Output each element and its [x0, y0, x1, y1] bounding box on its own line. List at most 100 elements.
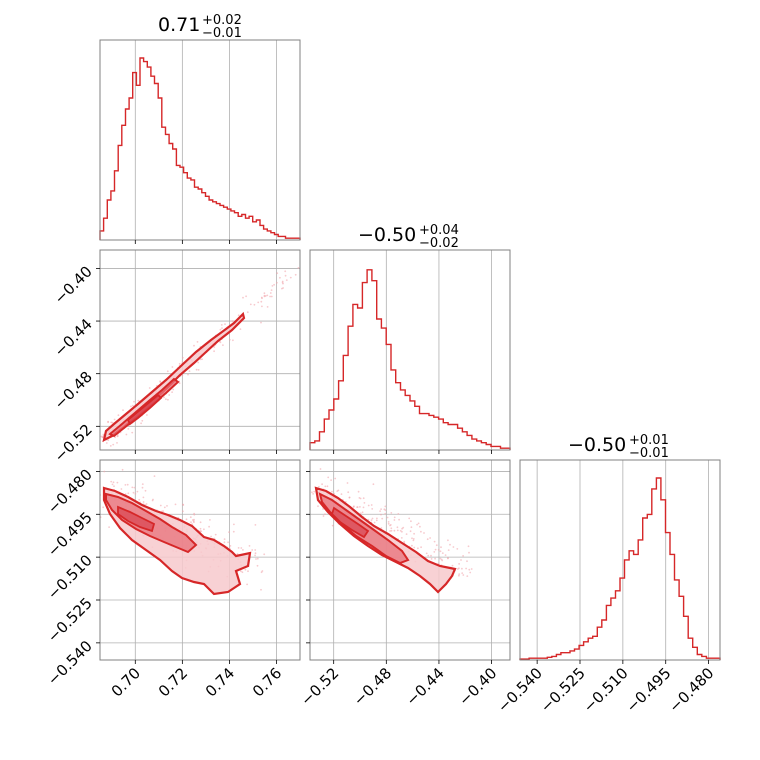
sample-point [144, 489, 147, 492]
sample-point [251, 549, 254, 551]
sample-point [397, 513, 400, 515]
sample-point [263, 294, 266, 297]
x-tick-label: −0.495 [623, 664, 675, 716]
sample-point [117, 414, 120, 417]
sample-point [352, 506, 355, 508]
sample-point [405, 533, 408, 535]
sample-point [185, 518, 188, 521]
sample-point [389, 530, 391, 532]
sample-point [232, 339, 234, 342]
sample-point [107, 420, 109, 423]
panel-param2-vs-param0 [100, 468, 266, 596]
sample-point [260, 300, 263, 303]
sample-point [313, 490, 316, 493]
sample-point [449, 543, 451, 546]
sample-point [387, 521, 390, 523]
sample-point [458, 574, 460, 577]
sample-point [181, 374, 184, 377]
sample-point [271, 285, 274, 287]
title-0-upper: +0.02 [202, 13, 242, 28]
sample-point [370, 519, 373, 521]
sample-point [440, 546, 442, 549]
sample-point [411, 544, 413, 547]
y-tick-label: −0.540 [44, 637, 96, 689]
sample-point [458, 573, 461, 575]
sample-point [430, 558, 433, 560]
sample-point [260, 321, 262, 324]
sample-point [182, 510, 184, 513]
sample-point [126, 483, 129, 486]
sample-point [427, 554, 430, 557]
sample-point [322, 515, 325, 517]
sample-point [359, 506, 361, 508]
sample-point [423, 532, 425, 534]
sample-point [208, 525, 211, 528]
sample-point [248, 545, 251, 547]
sample-point [441, 552, 444, 554]
sample-point [199, 527, 202, 530]
sample-point [141, 486, 144, 489]
sample-point [384, 512, 387, 515]
sample-point [269, 292, 272, 294]
title-1-lower: −0.02 [419, 236, 459, 251]
sample-point [371, 508, 374, 510]
sample-point [254, 554, 256, 557]
sample-point [241, 571, 244, 574]
sample-point [420, 546, 422, 549]
sample-point [456, 568, 459, 570]
sample-point [425, 552, 428, 555]
sample-point [187, 373, 189, 376]
sample-point [253, 303, 256, 306]
sample-point [188, 370, 191, 372]
sample-point [318, 485, 320, 488]
sample-point [125, 433, 128, 436]
sample-point [141, 419, 144, 422]
y-tick-label: −0.495 [44, 508, 96, 560]
x-tick-label: 0.76 [249, 664, 285, 700]
sample-point [193, 518, 195, 521]
sample-point [254, 524, 257, 526]
sample-point [276, 272, 279, 275]
sample-point [399, 529, 402, 532]
sample-point [117, 435, 119, 437]
sample-point [469, 571, 472, 574]
sample-point [456, 548, 459, 550]
sample-point [356, 506, 358, 508]
sample-point [439, 557, 442, 560]
sample-point [110, 480, 113, 483]
sample-point [214, 533, 217, 536]
sample-point [330, 479, 332, 481]
sample-point [166, 505, 168, 507]
sample-point [270, 289, 273, 291]
sample-point [281, 281, 284, 284]
sample-point [244, 568, 247, 571]
contour-inner-2-1 [330, 506, 370, 539]
sample-point [398, 518, 400, 521]
sample-point [426, 538, 429, 541]
sample-point [168, 394, 171, 396]
sample-point [411, 537, 413, 540]
sample-point [165, 398, 167, 401]
sample-point [172, 388, 175, 391]
sample-point [285, 279, 288, 281]
sample-point [263, 292, 266, 295]
sample-point [237, 314, 240, 317]
sample-point [245, 295, 248, 298]
x-tick-label: −0.525 [537, 664, 589, 716]
sample-point [409, 530, 412, 533]
sample-point [429, 537, 431, 539]
sample-point [120, 488, 123, 490]
sample-point [297, 267, 300, 269]
sample-point [336, 490, 339, 492]
sample-point [105, 442, 108, 444]
sample-point [461, 572, 464, 574]
sample-point [213, 346, 216, 348]
sample-point [223, 541, 226, 544]
grid-scatter-1-0 [100, 250, 300, 450]
grid-hist-1 [333, 250, 492, 450]
sample-point [393, 519, 396, 521]
sample-point [417, 522, 420, 525]
x-tick-label: 0.70 [108, 664, 144, 700]
sample-point [321, 483, 323, 486]
sample-point [348, 496, 351, 499]
